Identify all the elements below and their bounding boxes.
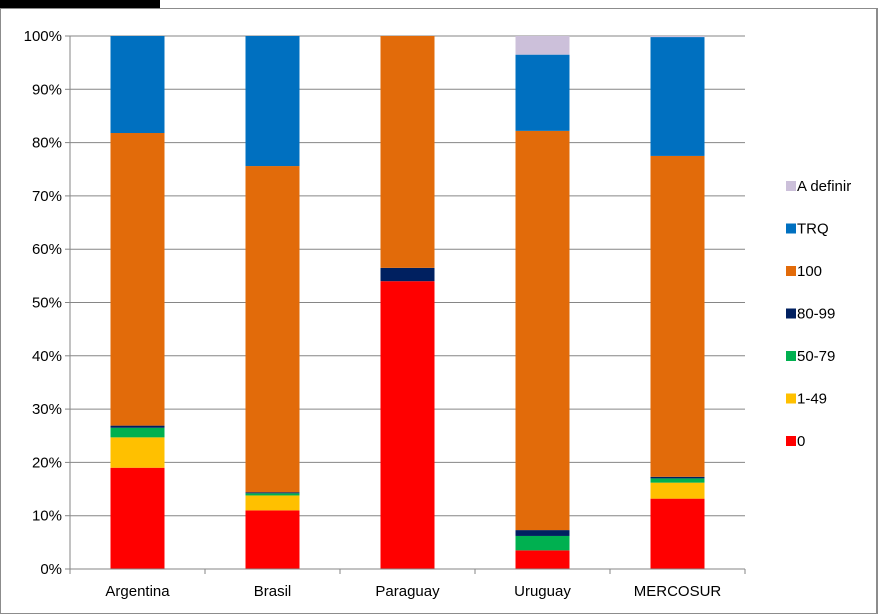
bars xyxy=(110,36,705,569)
y-tick-label: 70% xyxy=(32,188,62,205)
bar-segment-brasil-trq xyxy=(245,36,300,167)
bar-segment-brasil-80-99 xyxy=(245,492,300,494)
bar-segment-uruguay-a-definir xyxy=(515,36,570,55)
bar-segment-argentina-100 xyxy=(110,133,165,426)
x-tick-label: MERCOSUR xyxy=(634,583,722,600)
bar-segment-uruguay-0 xyxy=(515,550,570,569)
legend-swatch xyxy=(786,223,796,234)
bar-segment-argentina-0 xyxy=(110,467,165,569)
y-tick-label: 100% xyxy=(24,28,62,45)
bar-segment-mercosur-0 xyxy=(650,498,705,569)
y-tick-label: 0% xyxy=(40,561,62,578)
x-tick-label: Paraguay xyxy=(375,583,440,600)
legend-label: TRQ xyxy=(797,221,829,238)
legend-swatch xyxy=(786,266,796,276)
bar-segment-mercosur-a-definir xyxy=(650,36,705,38)
x-tick-label: Argentina xyxy=(105,583,170,600)
y-tick-label: 90% xyxy=(32,81,62,98)
bar-segment-argentina-50-79 xyxy=(110,427,165,438)
bar-segment-uruguay-trq xyxy=(515,54,570,131)
y-tick-label: 10% xyxy=(32,508,62,525)
y-tick-label: 40% xyxy=(32,348,62,365)
legend: A definir TRQ 100 80-99 50-79 1-49 0 xyxy=(786,178,851,450)
y-tick-label: 80% xyxy=(32,135,62,152)
x-tick-label: Uruguay xyxy=(514,583,571,600)
legend-label: 1-49 xyxy=(797,391,827,408)
axes xyxy=(69,36,745,570)
y-tick-label: 20% xyxy=(32,454,62,471)
bar-segment-brasil-100 xyxy=(245,166,300,493)
legend-swatch xyxy=(786,351,796,361)
bar-segment-brasil-50-79 xyxy=(245,493,300,496)
chart-frame xyxy=(0,8,878,614)
x-axis-ticks: Argentina Brasil Paraguay Uruguay MERCOSUR xyxy=(69,569,746,600)
legend-label: 50-79 xyxy=(797,348,835,365)
legend-label: 80-99 xyxy=(797,306,835,323)
bar-segment-paraguay-80-99 xyxy=(380,267,435,282)
bar-segment-uruguay-80-99 xyxy=(515,530,570,536)
legend-label: 100 xyxy=(797,263,822,280)
bar-segment-brasil-1-49 xyxy=(245,495,300,511)
bar-segment-paraguay-100 xyxy=(380,36,435,268)
title-bar-fragment xyxy=(0,0,160,8)
y-tick-label: 60% xyxy=(32,241,62,258)
y-tick-label: 50% xyxy=(32,295,62,312)
bar-segment-paraguay-0 xyxy=(380,281,435,569)
bar-segment-mercosur-80-99 xyxy=(650,476,705,479)
y-axis-ticks: 0% 10% 20% 30% 40% 50% 60% 70% 80% 90% 100% xyxy=(24,28,70,578)
y-tick-label: 30% xyxy=(32,401,62,418)
bar-segment-mercosur-50-79 xyxy=(650,478,705,483)
bar-segment-uruguay-50-79 xyxy=(515,535,570,551)
bar-segment-mercosur-1-49 xyxy=(650,482,705,499)
bar-segment-mercosur-trq xyxy=(650,37,705,156)
legend-swatch xyxy=(786,181,796,191)
legend-swatch xyxy=(786,308,796,319)
legend-swatch xyxy=(786,393,796,404)
legend-swatch xyxy=(786,436,796,446)
legend-label: 0 xyxy=(797,433,805,450)
bar-segment-argentina-trq xyxy=(110,36,165,134)
x-tick-label: Brasil xyxy=(254,583,292,600)
bar-segment-brasil-0 xyxy=(245,510,300,569)
bar-segment-argentina-80-99 xyxy=(110,425,165,428)
legend-label: A definir xyxy=(797,178,851,195)
bar-segment-uruguay-100 xyxy=(515,130,570,531)
bar-segment-argentina-1-49 xyxy=(110,437,165,468)
bar-segment-mercosur-100 xyxy=(650,155,705,477)
